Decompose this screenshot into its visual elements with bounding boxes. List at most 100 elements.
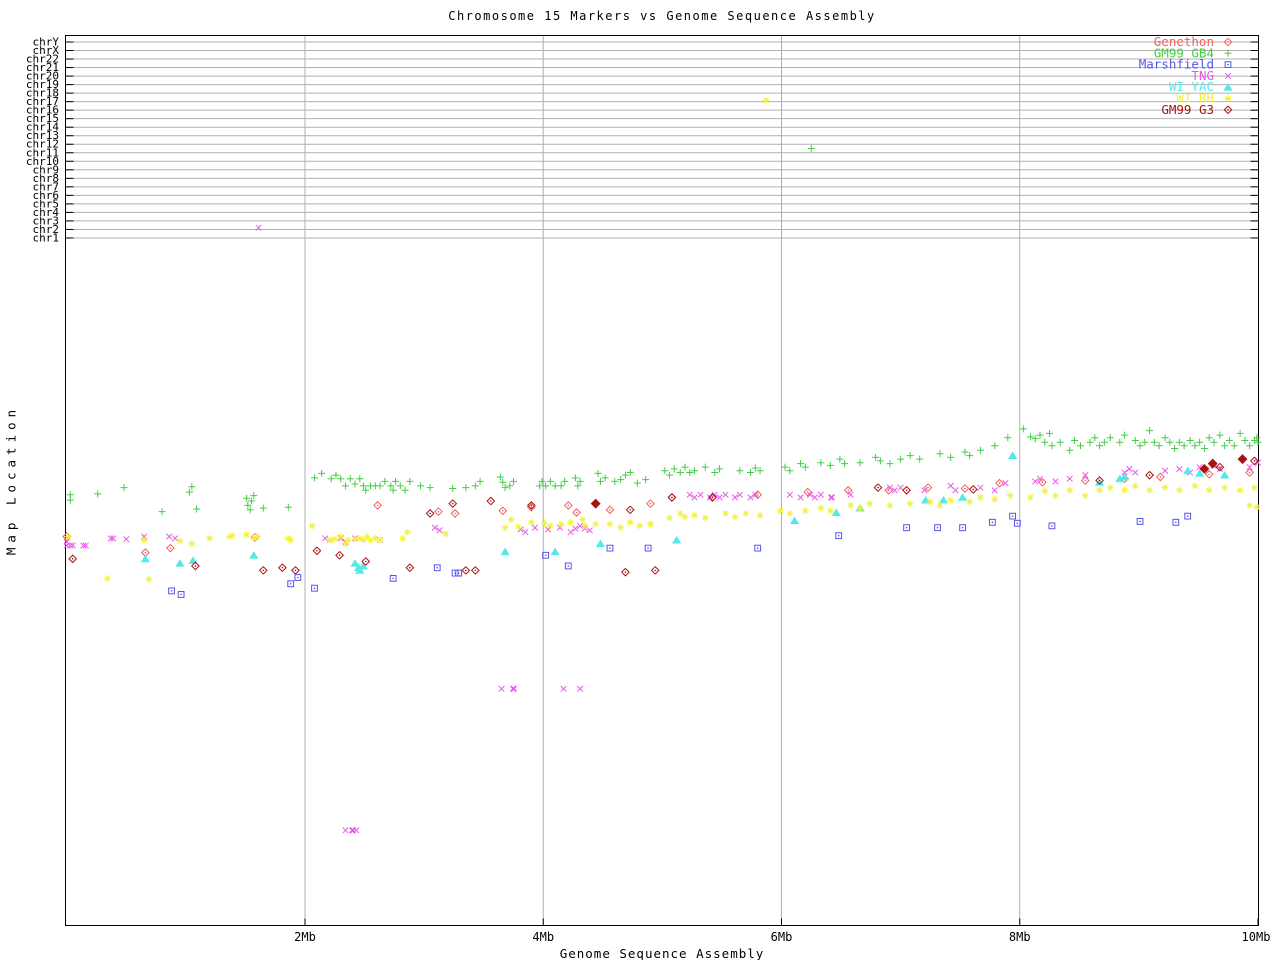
data-point bbox=[506, 482, 514, 490]
data-point bbox=[626, 468, 634, 476]
data-point bbox=[367, 536, 374, 544]
data-point bbox=[168, 587, 175, 595]
data-point bbox=[1236, 429, 1244, 437]
data-point bbox=[625, 505, 635, 515]
data-point bbox=[190, 561, 200, 571]
data-point bbox=[1150, 438, 1158, 446]
data-point bbox=[571, 474, 579, 482]
data-point bbox=[817, 459, 825, 467]
data-point bbox=[342, 827, 349, 834]
data-point bbox=[747, 494, 754, 501]
data-point bbox=[66, 496, 74, 504]
data-point bbox=[806, 491, 814, 498]
data-point bbox=[1132, 469, 1139, 476]
data-point bbox=[550, 547, 560, 556]
data-point bbox=[373, 501, 383, 510]
data-point bbox=[722, 510, 729, 517]
data-point bbox=[906, 500, 914, 508]
data-point bbox=[647, 520, 654, 528]
data-point bbox=[605, 505, 615, 515]
data-point bbox=[1251, 484, 1258, 492]
data-point bbox=[140, 554, 150, 563]
data-point bbox=[145, 575, 153, 583]
data-point bbox=[572, 508, 582, 517]
data-point bbox=[431, 524, 438, 531]
data-point bbox=[916, 455, 924, 463]
data-point bbox=[226, 533, 234, 540]
data-point bbox=[1191, 442, 1199, 450]
data-point bbox=[786, 467, 794, 475]
data-point bbox=[866, 500, 874, 508]
data-point bbox=[556, 524, 564, 531]
data-point bbox=[1200, 444, 1208, 452]
data-point bbox=[976, 446, 984, 454]
data-point bbox=[561, 477, 569, 485]
data-point bbox=[69, 542, 76, 549]
chart-title: Chromosome 15 Markers vs Genome Sequence… bbox=[448, 9, 876, 23]
data-point bbox=[461, 565, 471, 575]
data-point bbox=[206, 534, 214, 542]
data-point bbox=[1195, 469, 1205, 477]
data-point bbox=[595, 539, 606, 548]
data-point bbox=[826, 507, 834, 515]
data-point bbox=[1230, 442, 1238, 450]
data-point bbox=[1225, 436, 1233, 444]
data-point bbox=[110, 535, 117, 542]
x-tick-label: 8Mb bbox=[1009, 930, 1031, 944]
data-point bbox=[831, 508, 841, 516]
data-point bbox=[563, 501, 573, 510]
data-point bbox=[847, 502, 854, 509]
data-point bbox=[107, 535, 114, 542]
data-point bbox=[991, 487, 998, 494]
data-point bbox=[836, 455, 844, 463]
x-axis-label: Genome Sequence Assembly bbox=[559, 946, 765, 960]
data-point bbox=[259, 504, 267, 512]
data-point bbox=[500, 547, 510, 556]
legend-marker bbox=[1223, 105, 1233, 115]
data-point bbox=[626, 518, 634, 526]
data-point bbox=[1009, 512, 1017, 520]
data-point bbox=[646, 499, 655, 509]
data-point bbox=[1019, 425, 1027, 433]
data-point bbox=[371, 534, 379, 542]
data-point bbox=[522, 528, 529, 536]
data-point bbox=[1191, 482, 1199, 490]
data-point bbox=[404, 528, 411, 536]
data-point bbox=[67, 542, 74, 549]
data-point bbox=[991, 495, 999, 503]
data-point bbox=[762, 97, 770, 104]
data-point bbox=[1013, 519, 1021, 527]
data-point bbox=[1145, 470, 1155, 480]
data-point bbox=[353, 827, 360, 834]
data-point bbox=[1080, 476, 1090, 485]
data-point bbox=[934, 524, 941, 532]
data-point bbox=[417, 482, 425, 490]
legend-marker bbox=[1224, 49, 1232, 57]
data-point bbox=[672, 535, 682, 544]
data-point bbox=[1066, 486, 1074, 494]
data-point bbox=[140, 536, 148, 544]
data-point bbox=[287, 536, 295, 544]
legend-label: GM99 GB4 bbox=[1154, 45, 1214, 60]
data-point bbox=[356, 475, 364, 483]
data-point bbox=[701, 514, 709, 522]
data-point bbox=[938, 495, 949, 504]
data-point bbox=[1141, 438, 1149, 446]
data-point bbox=[906, 452, 914, 460]
data-point bbox=[250, 534, 258, 542]
data-point bbox=[988, 518, 996, 526]
data-point bbox=[496, 473, 504, 481]
data-point bbox=[644, 544, 652, 552]
x-tick-label: 10Mb bbox=[1242, 930, 1271, 944]
chrom-label: chrX bbox=[33, 44, 60, 57]
data-point bbox=[359, 536, 367, 544]
legend-label: WI YAC bbox=[1169, 79, 1214, 94]
data-point bbox=[1131, 482, 1139, 490]
data-point bbox=[363, 533, 371, 540]
data-point bbox=[311, 474, 319, 482]
chrom-label: chr6 bbox=[33, 189, 60, 202]
data-point bbox=[253, 533, 261, 540]
data-point bbox=[676, 468, 684, 476]
data-point bbox=[756, 467, 764, 475]
